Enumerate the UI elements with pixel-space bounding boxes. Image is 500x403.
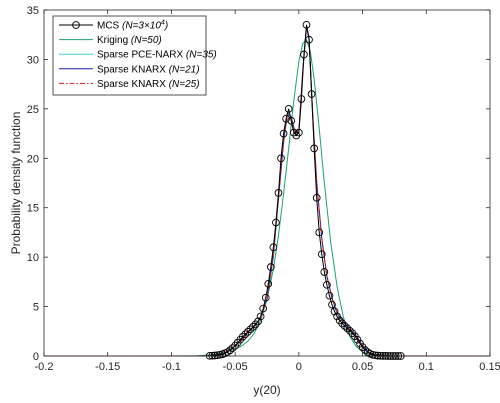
mcs-marker bbox=[338, 319, 347, 328]
mcs-marker bbox=[345, 326, 354, 335]
y-tick-label: 20 bbox=[27, 153, 39, 165]
y-tick-label: 30 bbox=[27, 54, 39, 66]
mcs-marker bbox=[325, 291, 334, 300]
legend-entry-sup: 4 bbox=[161, 20, 165, 27]
x-axis-label: y(20) bbox=[253, 383, 280, 397]
mcs-marker bbox=[295, 128, 303, 137]
mcs-marker bbox=[312, 193, 321, 202]
axes-box bbox=[43, 9, 491, 357]
mcs-marker bbox=[282, 114, 290, 123]
mcs-marker bbox=[307, 90, 316, 98]
mcs-marker bbox=[226, 346, 234, 355]
y-tick-label: 15 bbox=[27, 203, 39, 215]
mcs-marker bbox=[241, 330, 250, 339]
legend-entry: Sparse PCE-NARX (N=35) bbox=[97, 50, 217, 61]
mcs-marker bbox=[246, 325, 255, 334]
x-tick-label: 0.05 bbox=[352, 361, 373, 373]
mcs-marker bbox=[274, 189, 283, 197]
mcs-marker bbox=[361, 346, 369, 354]
mcs-marker bbox=[259, 304, 268, 313]
x-tick-label: -0.2 bbox=[35, 361, 54, 373]
x-tick-label: 0.1 bbox=[419, 361, 434, 373]
legend-entry: MCS (N=3×104) bbox=[97, 20, 168, 32]
mcs-marker bbox=[213, 351, 222, 360]
mcs-marker bbox=[256, 312, 265, 321]
mcs-marker bbox=[228, 344, 237, 352]
marker-layer bbox=[205, 20, 405, 360]
legend-box bbox=[52, 15, 207, 96]
mcs-marker bbox=[371, 351, 380, 360]
x-tick-label: -0.1 bbox=[162, 361, 181, 373]
mcs-marker bbox=[330, 307, 339, 316]
y-tick-label: 25 bbox=[27, 104, 39, 116]
mcs-marker bbox=[340, 322, 349, 330]
mcs-marker bbox=[277, 154, 285, 163]
legend-entry-close: ) bbox=[164, 21, 168, 32]
legend-entry-suffix: (N=35) bbox=[186, 50, 217, 61]
legend-entry-suffix: (N=3×10 bbox=[122, 21, 161, 32]
y-tick-label: 35 bbox=[27, 5, 39, 17]
mcs-marker bbox=[279, 129, 288, 138]
mcs-marker bbox=[317, 250, 326, 259]
legend-entry-name: Sparse KNARX bbox=[97, 64, 169, 75]
mcs-marker bbox=[269, 243, 278, 252]
mcs-marker bbox=[328, 300, 336, 309]
mcs-marker bbox=[244, 327, 252, 336]
x-tick-label: 0 bbox=[296, 361, 302, 373]
legend-marker bbox=[72, 21, 80, 29]
y-tick-label: 5 bbox=[33, 302, 39, 314]
legend-entry: Sparse KNARX (N=25) bbox=[97, 79, 200, 90]
mcs-marker bbox=[305, 35, 313, 44]
y-tick-label: 0 bbox=[33, 351, 39, 363]
mcs-marker bbox=[297, 95, 306, 103]
y-tick-label: 10 bbox=[27, 252, 39, 264]
mcs-marker bbox=[249, 322, 257, 331]
y-axis-label: Probability density function bbox=[9, 112, 23, 255]
legend-entry: Kriging (N=50) bbox=[97, 35, 162, 46]
legend-entry-name: Sparse KNARX bbox=[97, 79, 169, 90]
mcs-marker bbox=[315, 228, 324, 237]
legend-entry-suffix: (N=25) bbox=[169, 79, 200, 90]
mcs-marker bbox=[300, 50, 308, 59]
tick-layer: -0.2 -0.15 -0.1 -0.05 0 0.05 0.1 0.15 0 5 10 15 20 25… bbox=[27, 5, 500, 373]
mcs-marker bbox=[302, 20, 311, 29]
mcs-marker bbox=[310, 144, 319, 153]
legend-entry-suffix: (N=21) bbox=[169, 64, 200, 75]
legend-entry-name: MCS bbox=[97, 21, 122, 32]
mcs-marker bbox=[210, 351, 219, 360]
mcs-marker bbox=[284, 105, 293, 113]
mcs-marker bbox=[287, 116, 296, 125]
x-tick-label: -0.15 bbox=[95, 361, 120, 373]
legend: MCS (N=3×104)Kriging (N=50)Sparse PCE-NA… bbox=[52, 15, 217, 96]
mcs-marker bbox=[261, 293, 270, 302]
legend-entry-name: Sparse PCE-NARX bbox=[97, 50, 186, 61]
mcs-marker bbox=[266, 263, 275, 271]
mcs-marker bbox=[333, 312, 341, 321]
mcs-marker bbox=[254, 317, 262, 326]
mcs-marker bbox=[343, 324, 352, 333]
mcs-marker bbox=[238, 332, 247, 341]
mcs-marker bbox=[368, 350, 377, 359]
mcs-marker bbox=[264, 279, 273, 288]
mcs-marker bbox=[323, 280, 331, 289]
x-tick-label: 0.15 bbox=[479, 361, 500, 373]
legend-entry: Sparse KNARX (N=21) bbox=[97, 64, 200, 75]
mcs-marker bbox=[223, 348, 232, 356]
mcs-marker bbox=[320, 268, 329, 276]
mcs-marker bbox=[272, 218, 280, 227]
x-tick-label: -0.05 bbox=[223, 361, 248, 373]
legend-entry-suffix: (N=50) bbox=[131, 35, 162, 46]
mcs-marker bbox=[353, 335, 362, 344]
legend-entry-name: Kriging bbox=[97, 35, 131, 46]
